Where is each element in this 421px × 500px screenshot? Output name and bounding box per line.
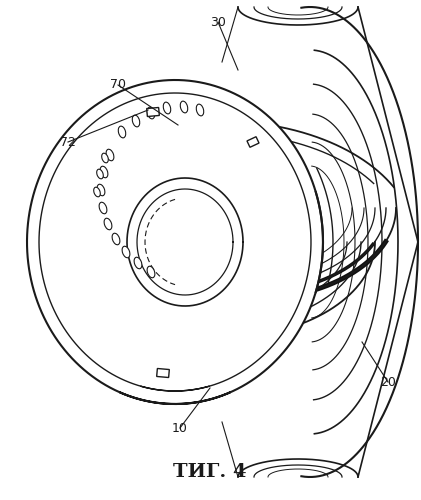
Ellipse shape [147, 107, 155, 119]
Ellipse shape [196, 104, 204, 116]
Bar [157, 368, 169, 378]
Text: 70: 70 [110, 78, 126, 92]
Ellipse shape [27, 80, 323, 404]
Bar [147, 108, 159, 116]
Text: 30: 30 [210, 16, 226, 28]
Text: 20: 20 [380, 376, 396, 388]
Ellipse shape [118, 126, 126, 138]
Ellipse shape [94, 187, 100, 197]
Text: ΤИГ. 4: ΤИГ. 4 [173, 463, 247, 481]
Ellipse shape [100, 166, 108, 178]
Text: 72: 72 [60, 136, 76, 148]
Ellipse shape [163, 102, 171, 114]
Ellipse shape [147, 266, 155, 278]
Ellipse shape [112, 233, 120, 245]
Ellipse shape [180, 101, 188, 113]
Ellipse shape [122, 246, 130, 258]
Ellipse shape [127, 178, 243, 306]
Ellipse shape [106, 149, 114, 161]
Text: 10: 10 [172, 422, 188, 434]
Bar [247, 136, 259, 147]
Ellipse shape [102, 153, 108, 163]
Ellipse shape [97, 184, 105, 196]
Ellipse shape [97, 169, 103, 179]
Ellipse shape [104, 218, 112, 230]
Ellipse shape [99, 202, 107, 214]
Ellipse shape [134, 257, 142, 269]
Ellipse shape [132, 115, 140, 127]
